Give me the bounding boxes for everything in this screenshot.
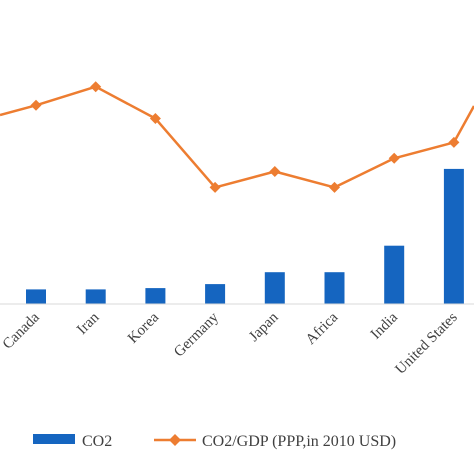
legend-co2-swatch [33, 434, 75, 444]
x-tick-label-japan: Japan [246, 309, 282, 345]
co2-gdp-point-india [388, 152, 400, 164]
x-tick-label-india: India [368, 309, 401, 342]
co2-gdp-point-united-states [448, 136, 460, 148]
co2-bar-united-states [443, 168, 464, 304]
co2-gdp-point-germany [209, 181, 221, 193]
x-tick-label-iran: Iran [74, 309, 103, 338]
x-tick-label-africa: Africa [303, 309, 342, 348]
co2-bar-india [384, 245, 405, 304]
co2-gdp-point-iran [90, 81, 102, 93]
co2-bar-korea [145, 288, 166, 304]
co2-bar-japan [264, 272, 285, 304]
legend-co2-gdp-swatch-marker [169, 434, 181, 446]
co2-gdp-line [0, 85, 474, 189]
x-tick-label-united-states: United States [393, 309, 461, 377]
co2-bar-iran [85, 289, 106, 304]
co2-gdp-point-japan [269, 166, 281, 177]
legend-co2-label: CO2 [82, 433, 112, 450]
co2-bar-canada [26, 289, 46, 304]
co2-gdp-line-series [0, 81, 474, 193]
x-tick-label-canada: Canada [0, 309, 43, 352]
co2-gdp-point-africa [329, 181, 340, 193]
co2-gdp-point-korea [149, 113, 161, 124]
x-tick-label-korea: Korea [125, 309, 162, 346]
x-axis-tick-labels: Canada Iran Korea Germany Japan Africa IndiaUn… [0, 309, 461, 378]
co2-bars [26, 168, 464, 304]
co2-gdp-point-canada [30, 99, 42, 111]
legend: CO2 CO2/GDP (PPP,in 2010 USD) [33, 433, 396, 450]
legend-co2-gdp-label: CO2/GDP (PPP,in 2010 USD) [202, 433, 396, 450]
x-tick-label-germany: Germany [171, 309, 222, 360]
co2-bar-africa [324, 272, 345, 304]
co2-bar-germany [205, 284, 226, 304]
